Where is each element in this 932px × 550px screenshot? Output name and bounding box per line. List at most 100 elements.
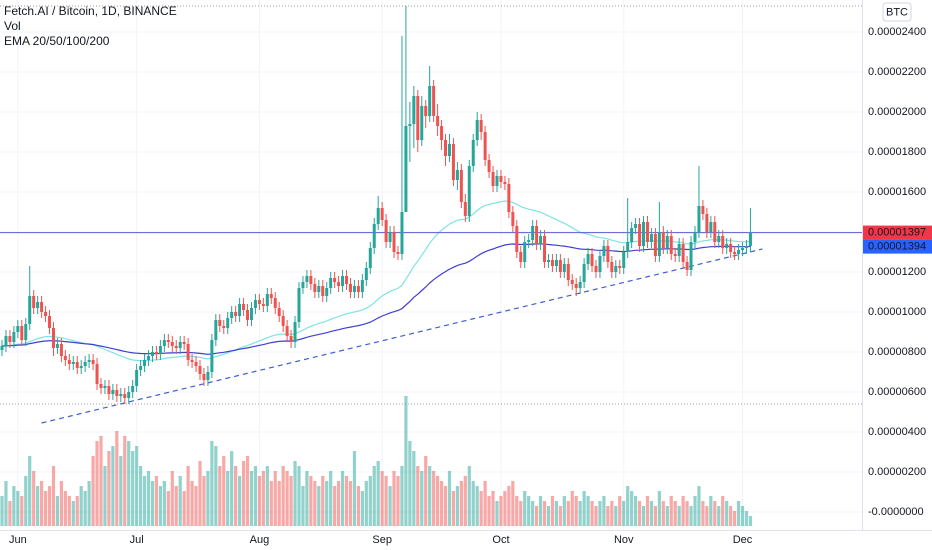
volume-bar xyxy=(253,466,258,526)
y-tick-label: 0.00001000 xyxy=(868,306,926,318)
candle-body xyxy=(420,106,424,140)
volume-bar xyxy=(610,501,614,526)
volume-bar xyxy=(689,506,693,526)
volume-bar xyxy=(463,476,467,526)
candle-body xyxy=(0,346,4,350)
volume-bar xyxy=(67,496,71,526)
candle-body xyxy=(586,254,590,264)
candle-body xyxy=(479,120,483,132)
candle-body xyxy=(162,340,166,346)
candle-body xyxy=(455,170,459,180)
volume-bar xyxy=(566,501,570,526)
candle-body xyxy=(657,232,661,256)
candle-body xyxy=(8,336,12,342)
candle-body xyxy=(4,336,8,346)
candle-body xyxy=(689,242,693,270)
candle-body xyxy=(673,254,677,256)
volume-bar xyxy=(590,501,594,526)
volume-bar xyxy=(178,476,182,526)
volume-bar xyxy=(210,441,214,526)
volume-bar xyxy=(309,476,313,526)
candle-body xyxy=(321,286,325,296)
volume-bar xyxy=(574,496,578,526)
candle-body xyxy=(733,252,737,254)
candle-body xyxy=(440,126,444,140)
volume-bar xyxy=(40,481,44,526)
volume-bar xyxy=(325,481,329,526)
candle-body xyxy=(416,96,420,140)
candle-body xyxy=(685,262,689,270)
volume-bar xyxy=(519,501,523,526)
y-tick-label: 0.00001200 xyxy=(868,266,926,278)
candle-body xyxy=(483,132,487,160)
candle-body xyxy=(701,206,705,214)
candle-body xyxy=(67,360,71,364)
candle-body xyxy=(297,288,301,322)
candle-body xyxy=(230,312,234,318)
volume-bar xyxy=(562,496,566,526)
volume-bar xyxy=(713,501,717,526)
y-tick-label: 0.00001800 xyxy=(868,146,926,158)
candle-body xyxy=(309,276,313,284)
candle-body xyxy=(546,260,550,262)
candle-body xyxy=(634,224,638,228)
candle-body xyxy=(642,222,646,246)
candle-body xyxy=(174,346,178,348)
volume-bar xyxy=(546,506,551,526)
candle-body xyxy=(210,340,214,372)
volume-bar xyxy=(0,496,4,526)
volume-bar xyxy=(634,496,638,526)
volume-bar xyxy=(43,491,48,526)
candle-body xyxy=(222,326,226,328)
volume-label: Vol xyxy=(4,19,21,33)
candle-body xyxy=(190,360,194,362)
candle-body xyxy=(71,362,75,364)
volume-bar xyxy=(400,466,404,526)
volume-bar xyxy=(194,486,198,526)
volume-bar xyxy=(748,516,753,526)
candle-body xyxy=(380,208,384,220)
volume-bar xyxy=(459,481,463,526)
volume-bar xyxy=(182,491,186,526)
candle-body xyxy=(154,352,158,354)
candle-body xyxy=(574,284,578,288)
candle-body xyxy=(649,234,653,242)
volume-bar xyxy=(297,466,301,526)
candle-body xyxy=(95,364,99,384)
ema-line xyxy=(1,200,751,362)
y-tick-label: 0.00000200 xyxy=(868,466,926,478)
volume-bar xyxy=(515,496,519,526)
volume-bar xyxy=(677,506,681,526)
volume-bar xyxy=(59,481,63,526)
candle-body xyxy=(744,246,748,248)
candle-body xyxy=(638,224,642,246)
candle-body xyxy=(507,184,511,212)
volume-bar xyxy=(83,491,87,526)
candle-body xyxy=(471,140,475,166)
volume-bar xyxy=(285,471,289,526)
currency-box[interactable] xyxy=(882,2,912,22)
candle-body xyxy=(519,252,523,262)
volume-bar xyxy=(222,456,226,526)
candle-body xyxy=(111,390,115,394)
volume-bar xyxy=(701,501,705,526)
y-tick-label: 0.00000400 xyxy=(868,426,926,438)
candle-body xyxy=(364,268,368,280)
volume-bar xyxy=(32,471,36,526)
volume-bar xyxy=(558,506,562,526)
y-tick-label: 0.00002400 xyxy=(868,26,926,38)
candle-body xyxy=(107,386,111,394)
candle-body xyxy=(51,328,55,348)
volume-bar xyxy=(301,486,305,526)
volume-bar xyxy=(115,431,119,526)
candle-body xyxy=(48,316,52,328)
candle-body xyxy=(281,316,285,326)
volume-bar xyxy=(392,471,396,526)
candle-body xyxy=(91,360,95,364)
volume-bar xyxy=(265,466,269,526)
candle-body xyxy=(333,278,337,282)
volume-bar xyxy=(467,466,471,526)
candle-body xyxy=(511,212,515,226)
candle-body xyxy=(135,370,139,386)
volume-bar xyxy=(16,491,20,526)
